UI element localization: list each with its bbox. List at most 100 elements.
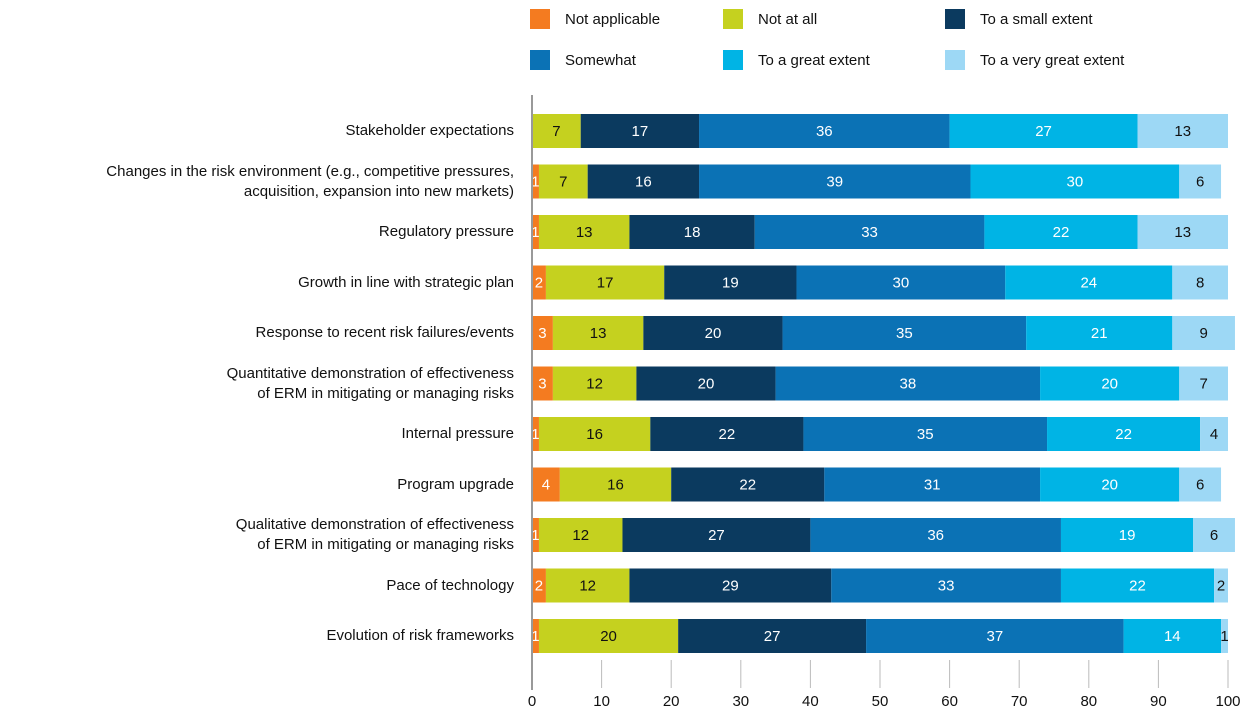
bar-segment xyxy=(580,114,700,148)
value-label: 3 xyxy=(538,325,546,342)
legend-label: To a great extent xyxy=(758,52,871,69)
value-label: 12 xyxy=(572,527,589,544)
value-label: 7 xyxy=(1199,375,1207,392)
bar-segment xyxy=(671,467,825,502)
value-label: 4 xyxy=(1210,426,1218,443)
bar-segment xyxy=(775,366,1041,401)
category-label: Changes in the risk environment (e.g., c… xyxy=(106,162,514,200)
value-label: 2 xyxy=(1217,577,1225,594)
value-label: 27 xyxy=(1035,123,1052,140)
value-label: 17 xyxy=(632,123,649,140)
value-label: 22 xyxy=(1129,577,1146,594)
value-label: 1 xyxy=(1220,628,1228,645)
bar-segment xyxy=(1214,568,1228,603)
category-label: Regulatory pressure xyxy=(378,223,514,240)
value-label: 27 xyxy=(708,527,725,544)
bar-segment xyxy=(545,265,665,300)
value-label: 21 xyxy=(1091,325,1108,342)
bar-segment xyxy=(545,568,630,603)
bar-segment xyxy=(1179,467,1222,502)
bar-segment xyxy=(984,215,1138,249)
value-label: 27 xyxy=(764,628,781,645)
bar-segment xyxy=(866,619,1124,653)
x-tick-label: 30 xyxy=(732,693,749,710)
bar-segment xyxy=(1040,366,1180,401)
value-label: 1 xyxy=(531,527,539,544)
value-label: 36 xyxy=(927,527,944,544)
bar-segment xyxy=(1172,316,1235,350)
value-label: 6 xyxy=(1196,476,1204,493)
value-label: 33 xyxy=(938,577,955,594)
value-label: 4 xyxy=(542,476,550,493)
value-label: 14 xyxy=(1164,628,1181,645)
bar-segment xyxy=(643,316,783,350)
x-tick-label: 10 xyxy=(593,693,610,710)
x-tick-label: 80 xyxy=(1080,693,1097,710)
bar-segment xyxy=(1179,164,1222,199)
bar-segment xyxy=(949,114,1138,148)
legend-swatch xyxy=(530,9,550,29)
legend-swatch xyxy=(945,50,965,70)
value-label: 20 xyxy=(705,325,722,342)
value-label: 22 xyxy=(739,476,756,493)
legend-label: To a small extent xyxy=(980,11,1093,28)
bar-segment xyxy=(552,366,637,401)
bar-segment xyxy=(559,467,672,502)
value-label: 33 xyxy=(861,224,878,241)
bar-segment xyxy=(699,164,971,199)
bar-segment xyxy=(532,619,539,653)
category-label: Qualitative demonstration of effectivene… xyxy=(235,516,514,553)
bar-segment xyxy=(538,417,651,451)
value-label: 13 xyxy=(1174,224,1191,241)
legend-swatch xyxy=(723,50,743,70)
category-label: Evolution of risk frameworks xyxy=(326,627,514,644)
value-label: 9 xyxy=(1199,325,1207,342)
value-label: 30 xyxy=(1067,173,1084,190)
bar-segment xyxy=(664,265,797,300)
bar-segment xyxy=(1221,619,1228,653)
bar-segment xyxy=(754,215,985,249)
value-label: 22 xyxy=(1115,426,1132,443)
value-label: 1 xyxy=(531,628,539,645)
bar-segment xyxy=(532,215,539,249)
category-label: Internal pressure xyxy=(401,425,514,442)
bar-segment xyxy=(1060,518,1194,552)
value-label: 16 xyxy=(607,476,624,493)
bar-segment xyxy=(532,467,560,502)
value-label: 13 xyxy=(590,325,607,342)
value-label: 1 xyxy=(531,426,539,443)
value-label: 24 xyxy=(1080,274,1097,291)
legend-label: Not at all xyxy=(758,11,817,28)
x-tick-label: 40 xyxy=(802,693,819,710)
bar-segment xyxy=(532,518,539,552)
bar-segment xyxy=(970,164,1180,199)
value-label: 18 xyxy=(684,224,701,241)
bar-segment xyxy=(587,164,700,199)
value-label: 2 xyxy=(535,577,543,594)
legend-swatch xyxy=(723,9,743,29)
bar-segment xyxy=(532,316,553,350)
bar-segment xyxy=(552,316,644,350)
value-label: 20 xyxy=(1101,476,1118,493)
bar-segment xyxy=(532,114,581,148)
value-label: 35 xyxy=(896,325,913,342)
bar-segment xyxy=(650,417,804,451)
bar-segment xyxy=(831,568,1061,603)
legend-label: Somewhat xyxy=(565,52,637,69)
bar-segment xyxy=(678,619,867,653)
value-label: 22 xyxy=(1053,224,1070,241)
bar-segment xyxy=(1040,467,1180,502)
bar-segment xyxy=(532,568,546,603)
legend-swatch xyxy=(530,50,550,70)
bar-segment xyxy=(1172,265,1228,300)
bar-segment xyxy=(796,265,1006,300)
bar-segment xyxy=(538,215,630,249)
value-label: 31 xyxy=(924,476,941,493)
bar-segment xyxy=(1060,568,1215,603)
bar-segment xyxy=(782,316,1027,350)
bar-segment xyxy=(1137,114,1228,148)
value-label: 39 xyxy=(826,173,843,190)
bar-segment xyxy=(532,265,546,300)
